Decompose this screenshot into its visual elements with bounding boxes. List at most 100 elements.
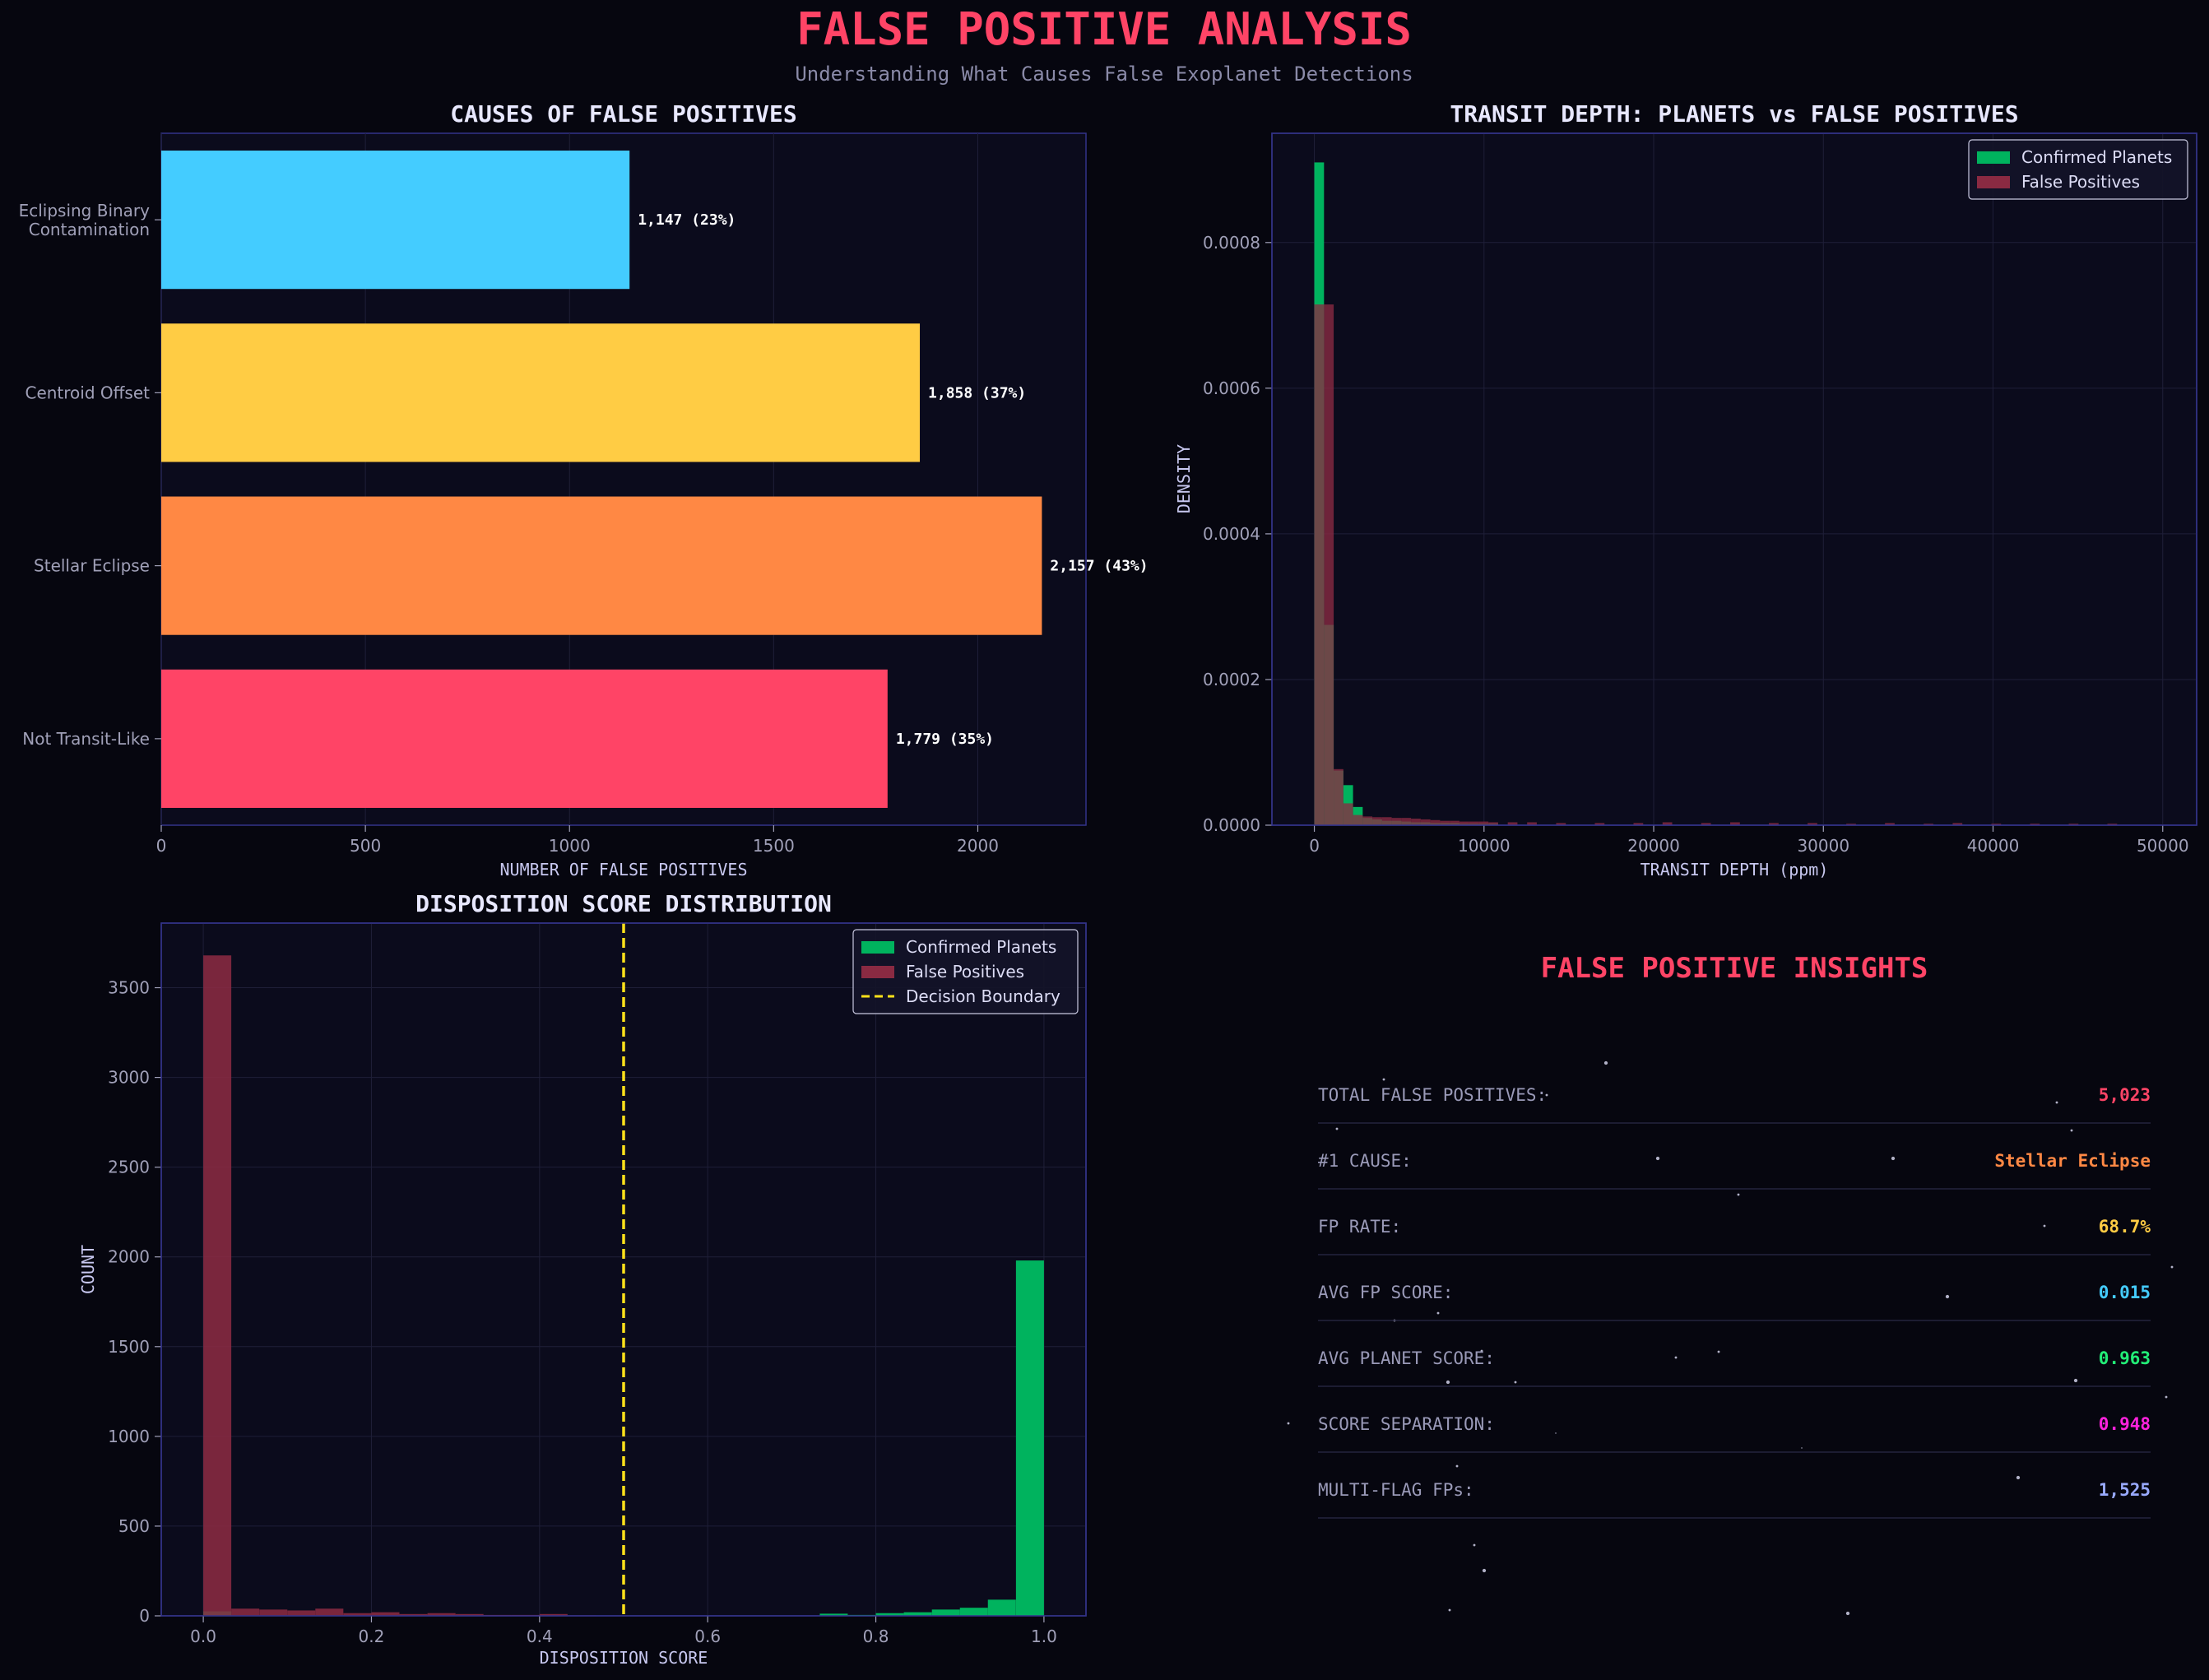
causes-x-tick-label: 2000 <box>957 836 999 856</box>
planet-score-bar <box>959 1608 988 1616</box>
fp-score-bar <box>539 1613 568 1616</box>
insight-label: AVG FP SCORE: <box>1318 1283 1453 1302</box>
star <box>1674 1356 1678 1359</box>
insight-label: AVG PLANET SCORE: <box>1318 1348 1495 1368</box>
fp-score-bar <box>287 1610 316 1616</box>
insight-label: SCORE SEPARATION: <box>1318 1414 1495 1434</box>
bar-centroid-offset <box>161 323 921 462</box>
causes-x-tick-label: 500 <box>350 836 381 856</box>
planet-score-bar <box>875 1613 904 1616</box>
disposition-score-histogram: DISPOSITION SCORE DISTRIBUTION DISPOSITI… <box>78 890 1087 1668</box>
star <box>2043 1224 2046 1228</box>
fp-depth-bar <box>1952 823 1963 825</box>
transit-x-tick-label: 30000 <box>1797 836 1849 856</box>
fp-score-bar <box>399 1613 428 1616</box>
transit-plot-area <box>1271 132 2197 826</box>
transit-y-tick-label: 0.0004 <box>1203 524 1260 544</box>
star <box>1945 1294 1950 1299</box>
transit-depth-histogram: TRANSIT DEPTH: PLANETS vs FALSE POSITIVE… <box>1174 100 2197 879</box>
fp-depth-bar <box>1478 821 1489 825</box>
score-legend-swatch <box>861 941 894 954</box>
score-legend-swatch <box>861 966 894 978</box>
planet-score-bar <box>819 1613 848 1616</box>
fp-depth-bar <box>2030 824 2040 825</box>
fp-score-bar <box>203 955 232 1616</box>
transit-x-tick-label: 10000 <box>1458 836 1511 856</box>
fp-depth-bar <box>1730 822 1740 825</box>
fp-depth-bar <box>1991 824 2002 825</box>
score-x-axis-label: DISPOSITION SCORE <box>540 1648 708 1668</box>
transit-y-tick-label: 0.0002 <box>1203 670 1260 689</box>
star <box>2170 1265 2174 1269</box>
transit-chart-title: TRANSIT DEPTH: PLANETS vs FALSE POSITIVE… <box>1450 100 2018 128</box>
fp-score-bar <box>455 1613 484 1616</box>
star <box>1482 1568 1487 1573</box>
score-y-tick-label: 0 <box>139 1606 150 1626</box>
score-y-tick-label: 3000 <box>108 1068 150 1088</box>
star <box>2073 1378 2078 1383</box>
score-legend-label: Decision Boundary <box>906 986 1060 1006</box>
bar-eclipsing-binary <box>161 151 630 290</box>
transit-y-tick-label: 0.0000 <box>1203 815 1260 835</box>
score-legend-label: Confirmed Planets <box>906 937 1056 957</box>
star <box>1455 1464 1459 1468</box>
score-y-axis-label: COUNT <box>78 1245 98 1294</box>
fp-score-bar <box>371 1612 400 1616</box>
fp-depth-bar <box>1469 821 1479 825</box>
page-subtitle: Understanding What Causes False Exoplane… <box>795 63 1413 86</box>
score-legend-label: False Positives <box>906 962 1024 982</box>
fp-depth-bar <box>1391 818 1402 825</box>
insights-panel: FALSE POSITIVE INSIGHTS TOTAL FALSE POSI… <box>1287 952 2174 1616</box>
star <box>1287 1422 1290 1425</box>
star <box>1555 1432 1557 1434</box>
fp-depth-bar <box>1401 818 1412 825</box>
bar-data-label: 2,157 (43%) <box>1050 558 1148 575</box>
star <box>1801 1447 1803 1449</box>
score-x-tick-label: 0.0 <box>190 1627 216 1646</box>
star <box>2165 1395 2168 1399</box>
causes-bar-chart: CAUSES OF FALSE POSITIVES NUMBER OF FALS… <box>19 100 1149 879</box>
transit-x-tick-label: 50000 <box>2137 836 2189 856</box>
score-x-tick-label: 1.0 <box>1031 1627 1057 1646</box>
star <box>1446 1380 1450 1385</box>
fp-depth-bar <box>1808 823 1817 825</box>
star <box>1480 1349 1483 1353</box>
score-x-tick-label: 0.8 <box>863 1627 889 1646</box>
category-label: Stellar Eclipse <box>34 556 150 576</box>
starfield <box>1287 1060 2174 1616</box>
fp-depth-bar <box>1334 768 1343 825</box>
planet-score-bar <box>931 1609 960 1616</box>
star <box>1655 1156 1660 1161</box>
score-y-tick-label: 1500 <box>108 1337 150 1357</box>
bar-data-label: 1,147 (23%) <box>638 211 736 229</box>
fp-depth-bar <box>1924 824 1933 825</box>
star <box>1335 1127 1339 1130</box>
score-y-tick-label: 500 <box>118 1516 150 1536</box>
star <box>1436 1311 1440 1315</box>
insight-value: Stellar Eclipse <box>1994 1151 2151 1171</box>
star <box>1382 1078 1385 1081</box>
bar-data-label: 1,779 (35%) <box>896 731 994 748</box>
planet-score-bar <box>987 1599 1016 1616</box>
transit-y-tick-label: 0.0008 <box>1203 233 1260 253</box>
transit-legend-swatch <box>1977 176 2010 188</box>
star <box>1737 1193 1740 1196</box>
bar-not-transit-like <box>161 669 888 808</box>
star <box>2016 1475 2021 1480</box>
star <box>1891 1156 1896 1161</box>
fp-score-bar <box>343 1613 372 1616</box>
transit-plot-frame <box>1271 132 2197 826</box>
fp-depth-bar <box>1314 304 1325 825</box>
category-label: Eclipsing Binary Contamination <box>19 201 151 239</box>
fp-depth-bar <box>1372 817 1382 825</box>
score-y-tick-label: 2000 <box>108 1247 150 1267</box>
insight-value: 1,525 <box>2099 1480 2151 1500</box>
fp-depth-bar <box>1353 814 1363 825</box>
causes-x-axis-label: NUMBER OF FALSE POSITIVES <box>499 860 747 879</box>
star <box>1473 1543 1476 1547</box>
fp-depth-bar <box>1324 304 1334 825</box>
category-label: Not Transit-Like <box>22 729 150 749</box>
insight-label: MULTI-FLAG FPs: <box>1318 1480 1474 1500</box>
transit-y-tick-label: 0.0006 <box>1203 378 1260 398</box>
